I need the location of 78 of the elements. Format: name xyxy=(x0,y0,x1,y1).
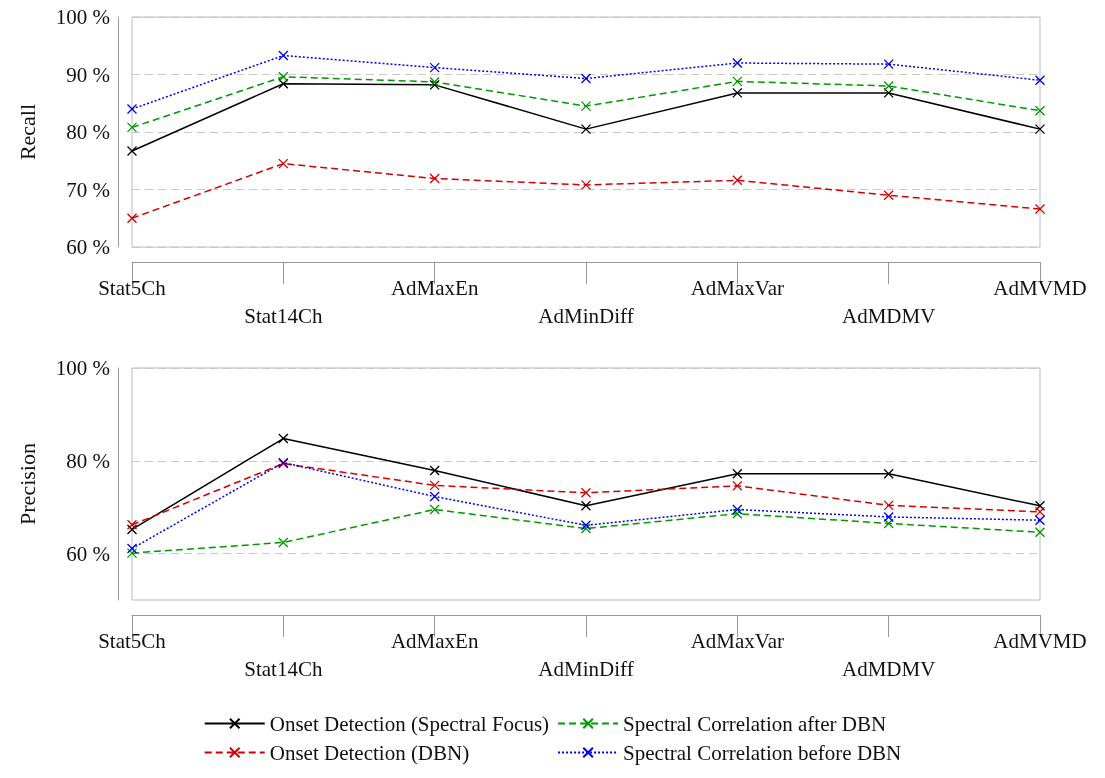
x-tick-label: AdMVMD xyxy=(993,276,1087,300)
point xyxy=(580,73,592,84)
point xyxy=(580,487,592,498)
point xyxy=(278,433,289,444)
point xyxy=(883,511,894,523)
point xyxy=(883,468,894,479)
x-tick-label: AdMaxEn xyxy=(390,276,479,300)
point xyxy=(1034,500,1046,511)
point xyxy=(1034,75,1046,86)
x-tick-label: AdMinDiff xyxy=(538,304,634,328)
x-tick-label: Stat5Ch xyxy=(98,276,167,300)
point xyxy=(883,80,894,92)
point xyxy=(278,537,289,548)
point xyxy=(126,213,138,224)
x-tick-label: AdMinDiff xyxy=(538,657,634,681)
x-tick-label: AdMVMD xyxy=(993,629,1087,653)
point xyxy=(580,123,592,135)
point xyxy=(883,190,894,201)
x-tick-label: Stat14Ch xyxy=(244,657,323,681)
point xyxy=(883,518,894,529)
point xyxy=(429,465,440,476)
y-tick-label: 70 % xyxy=(66,177,110,202)
point xyxy=(126,103,138,115)
y-tick-label: 80 % xyxy=(66,448,110,473)
point xyxy=(732,480,743,492)
y-tick-label: 100 % xyxy=(55,5,110,29)
point xyxy=(429,491,440,502)
point xyxy=(126,519,138,530)
y-tick-label: 90 % xyxy=(66,62,110,87)
point xyxy=(1034,515,1046,526)
y-tick-label: 100 % xyxy=(55,356,110,380)
point xyxy=(732,76,743,87)
point xyxy=(429,62,440,73)
point xyxy=(732,175,743,186)
y-axis-title: Precision xyxy=(14,443,40,525)
x-tick-label: AdMaxVar xyxy=(690,629,784,653)
point xyxy=(580,500,592,511)
point xyxy=(429,480,440,491)
legend-label: Spectral Correlation after DBN xyxy=(623,711,887,736)
y-tick-label: 80 % xyxy=(66,120,110,144)
x-tick-label: Stat5Ch xyxy=(98,629,167,653)
legend-label: Spectral Correlation before DBN xyxy=(623,740,902,765)
point xyxy=(732,508,743,519)
x-tick-label: AdMaxVar xyxy=(690,276,784,300)
x-tick-label: Stat14Ch xyxy=(244,304,323,328)
point xyxy=(883,59,894,70)
y-tick-label: 60 % xyxy=(66,541,110,566)
y-axis-title: Recall xyxy=(14,103,40,161)
point xyxy=(278,71,289,82)
point xyxy=(732,504,743,515)
legend-label: Onset Detection (Spectral Focus) xyxy=(269,711,550,736)
x-tick-label: AdMaxEn xyxy=(390,629,479,653)
point xyxy=(883,87,894,99)
point xyxy=(732,468,743,479)
point xyxy=(732,87,743,99)
point xyxy=(278,78,289,89)
point xyxy=(1034,123,1046,135)
x-tick-label: AdMDMV xyxy=(841,304,936,328)
point xyxy=(126,547,138,559)
point xyxy=(580,100,592,112)
point xyxy=(1034,527,1046,538)
point xyxy=(1034,203,1046,215)
x-tick-label: AdMDMV xyxy=(841,657,936,681)
y-tick-label: 60 % xyxy=(66,235,110,259)
point xyxy=(278,50,289,61)
point xyxy=(883,500,894,511)
point xyxy=(429,173,440,184)
point xyxy=(1034,506,1046,517)
legend-label: Onset Detection (DBN) xyxy=(269,740,470,765)
point xyxy=(126,543,138,554)
point xyxy=(429,504,440,515)
point xyxy=(1034,105,1046,116)
point xyxy=(126,122,138,133)
point xyxy=(126,145,138,157)
point xyxy=(278,158,289,169)
point xyxy=(732,57,743,69)
point xyxy=(580,179,592,191)
point xyxy=(126,524,138,535)
